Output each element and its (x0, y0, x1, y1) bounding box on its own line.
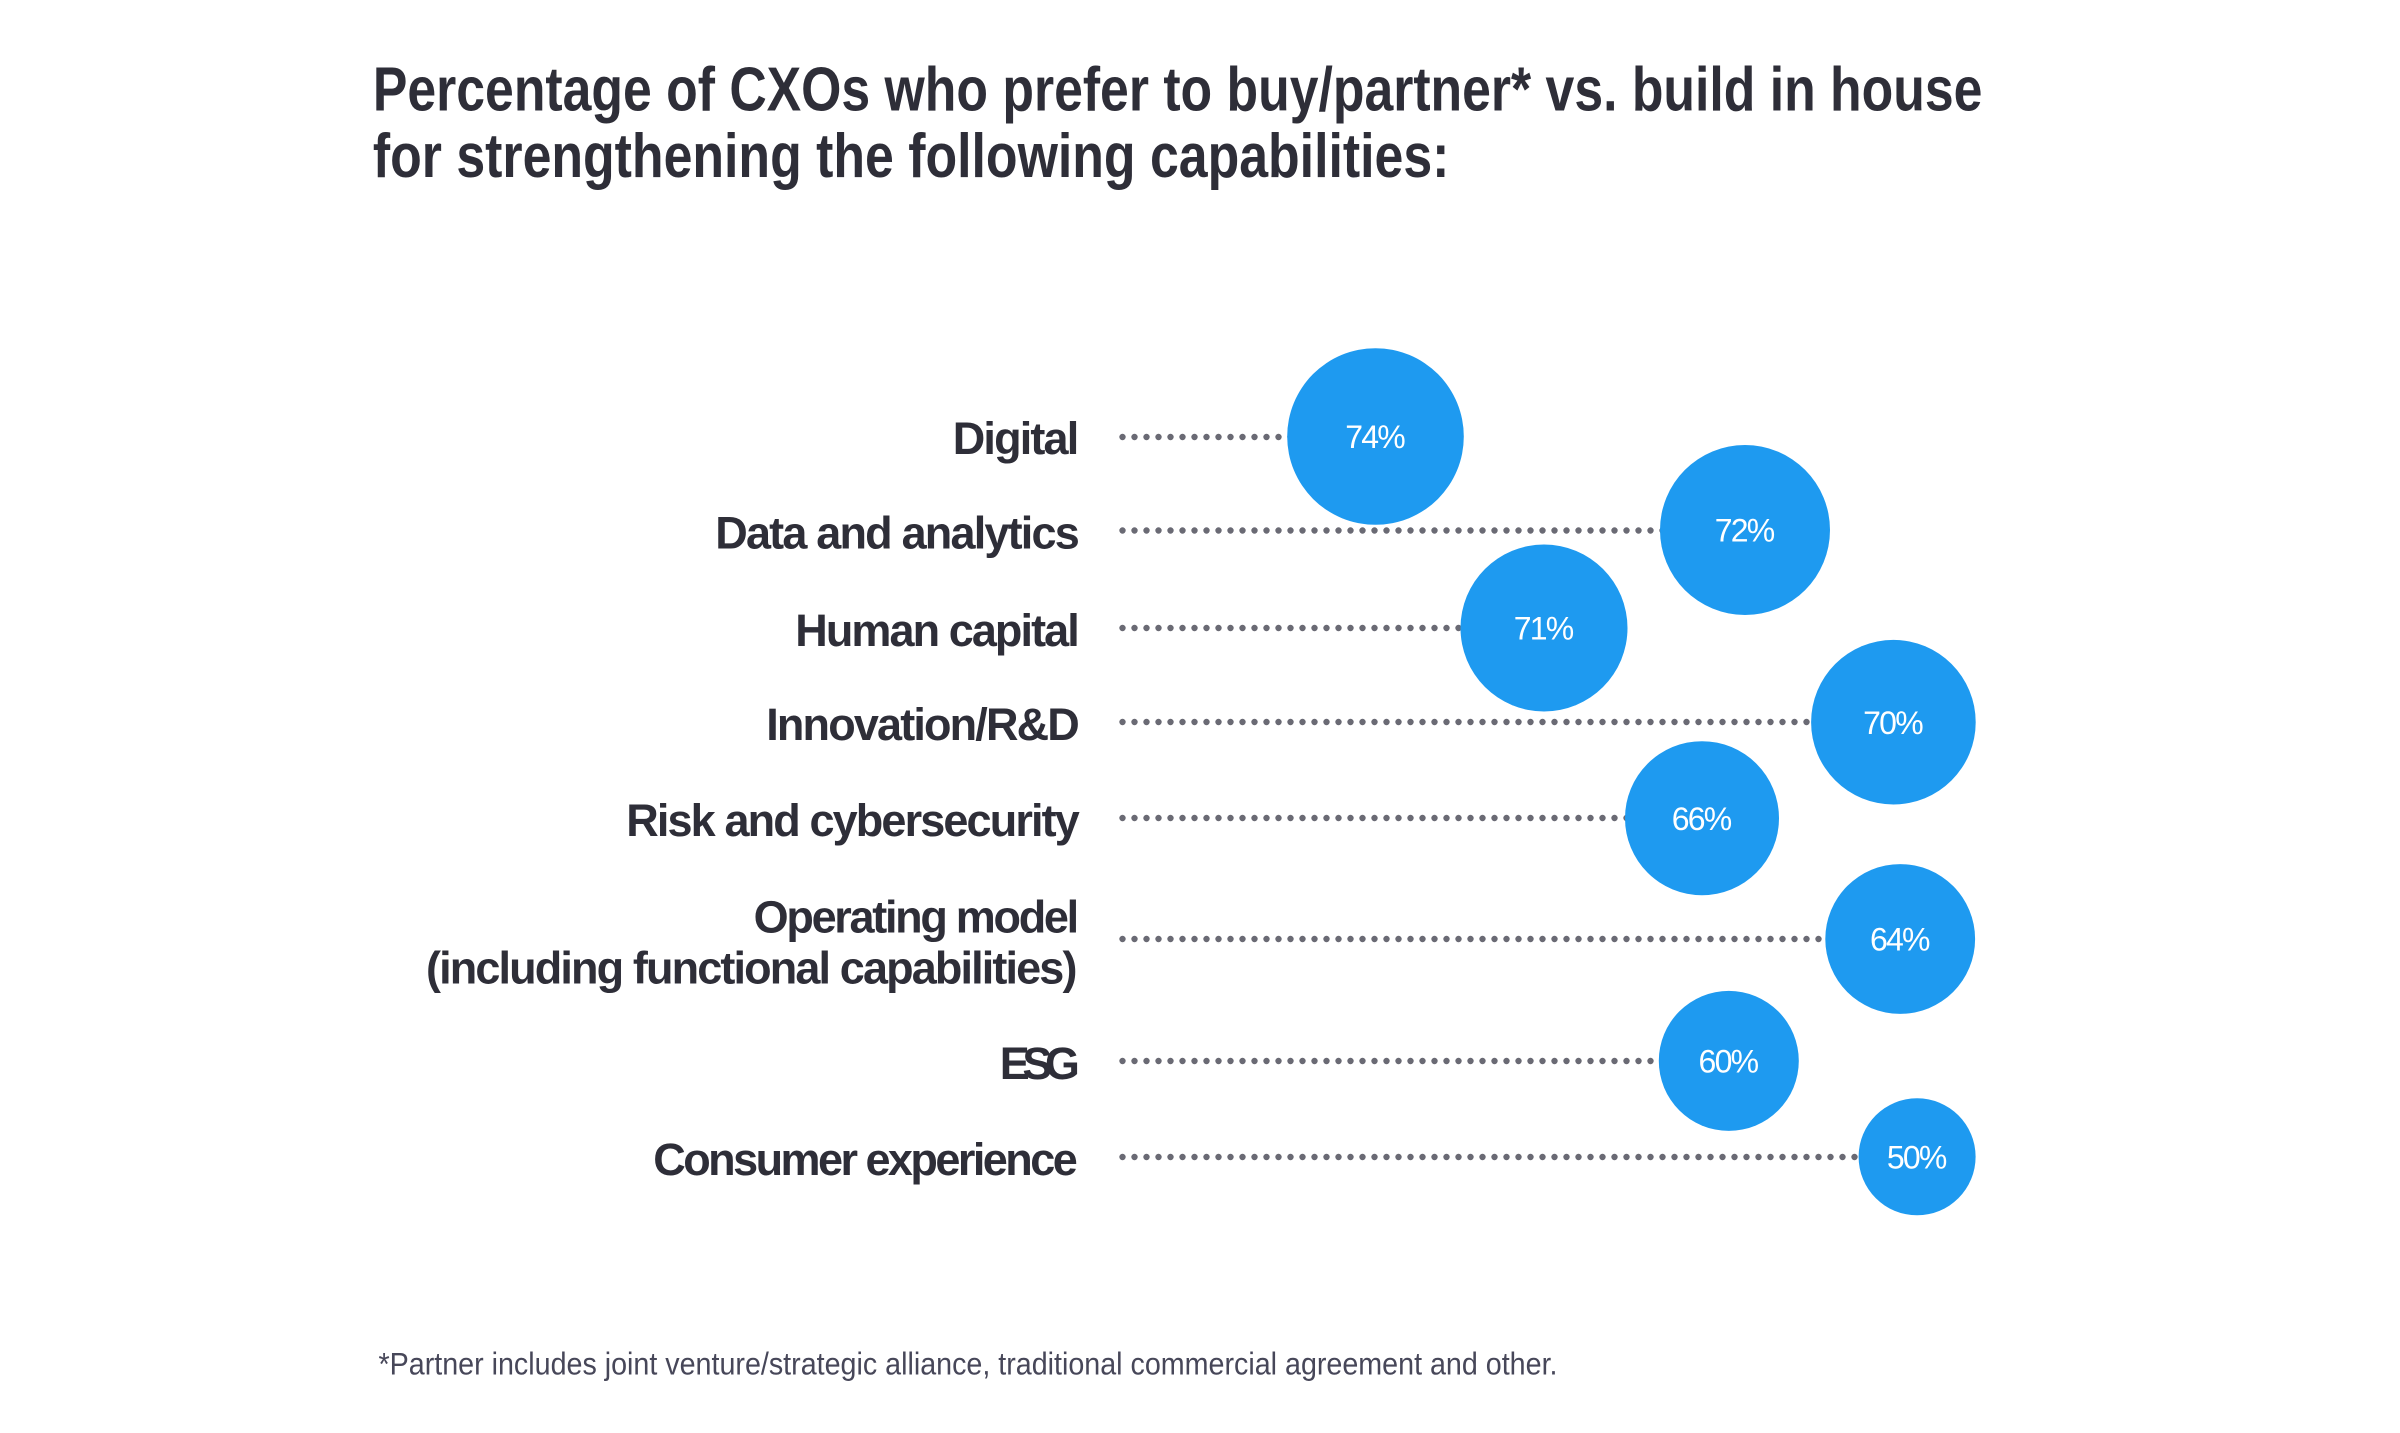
svg-text:70%: 70% (1863, 705, 1924, 741)
svg-text:50%: 50% (1887, 1139, 1948, 1175)
svg-text:72%: 72% (1715, 513, 1776, 549)
svg-text:66%: 66% (1672, 801, 1733, 837)
svg-text:(including functional capabili: (including functional capabilities) (426, 943, 1077, 994)
svg-text:Data and analytics: Data and analytics (715, 508, 1080, 559)
svg-text:64%: 64% (1870, 922, 1931, 958)
svg-text:*Partner includes joint ventur: *Partner includes joint venture/strategi… (379, 1346, 1558, 1382)
svg-text:Risk and cybersecurity: Risk and cybersecurity (626, 795, 1080, 846)
svg-text:Percentage of CXOs who prefer: Percentage of CXOs who prefer to buy/par… (373, 55, 1983, 124)
svg-text:Consumer experience: Consumer experience (653, 1134, 1078, 1185)
svg-text:ESG: ESG (1000, 1038, 1080, 1089)
svg-text:60%: 60% (1699, 1044, 1760, 1080)
svg-text:Human capital: Human capital (795, 605, 1080, 656)
svg-text:Innovation/R&D: Innovation/R&D (766, 699, 1080, 750)
svg-text:Digital: Digital (953, 413, 1080, 464)
svg-text:74%: 74% (1345, 419, 1406, 455)
svg-text:71%: 71% (1514, 611, 1575, 647)
svg-text:for strengthening the followin: for strengthening the following capabili… (373, 122, 1450, 191)
svg-text:Operating model: Operating model (754, 892, 1080, 943)
